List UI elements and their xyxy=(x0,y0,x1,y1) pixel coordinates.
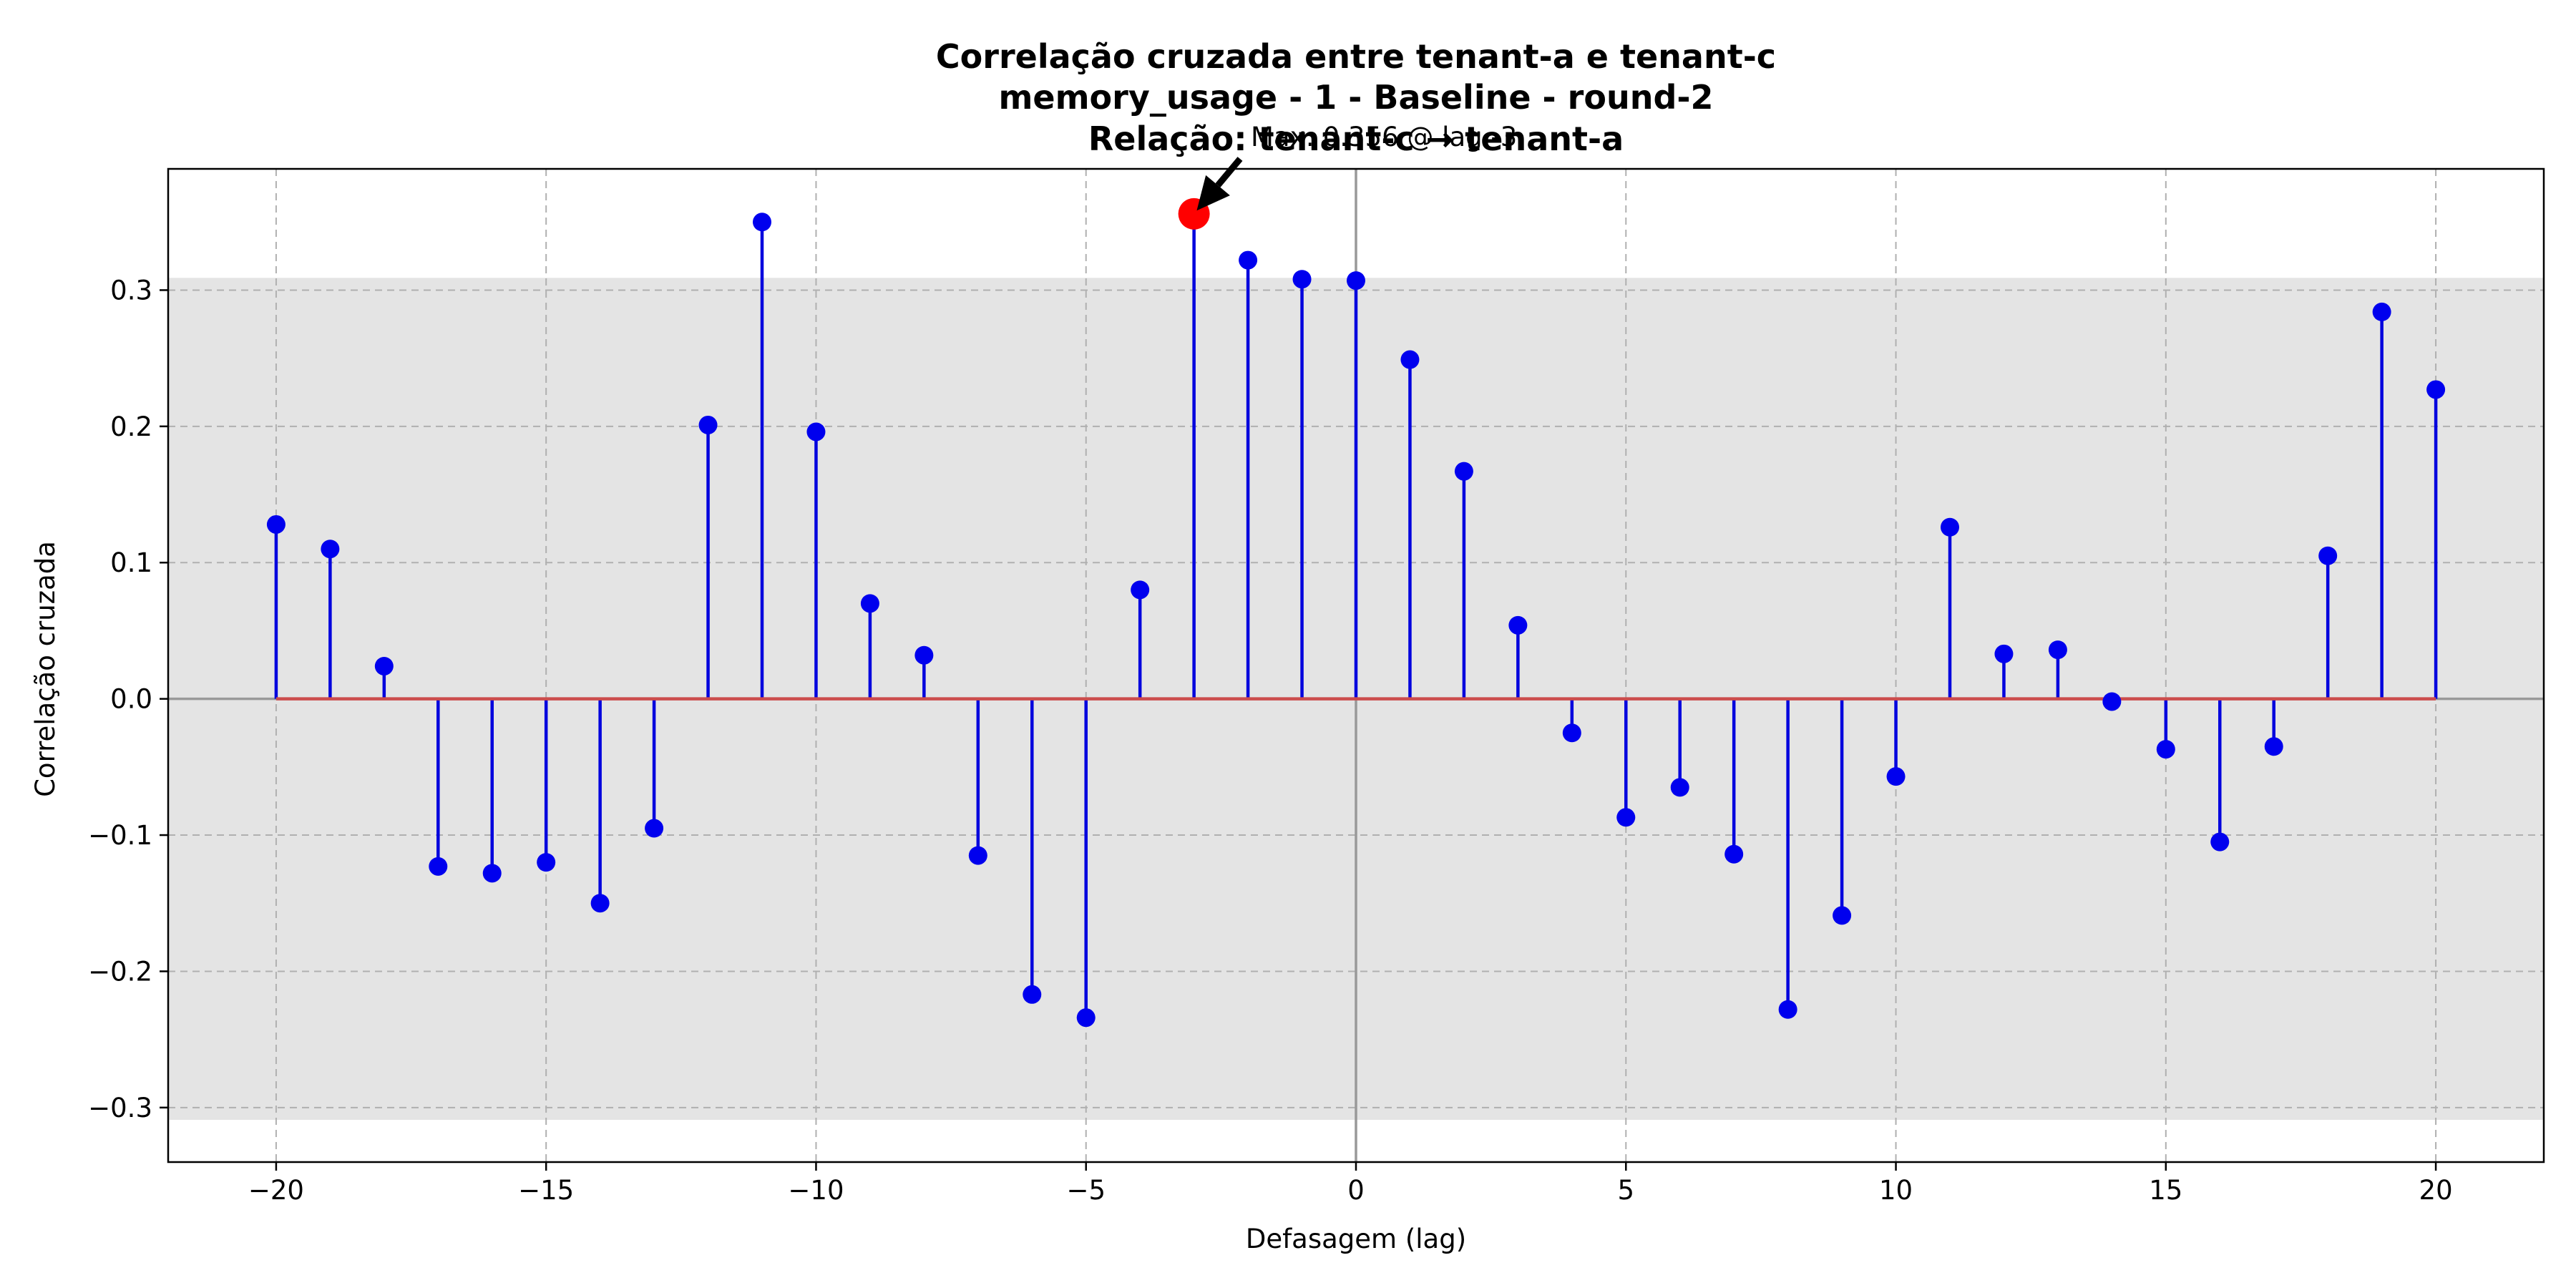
data-point xyxy=(1778,1000,1797,1019)
data-point xyxy=(482,864,502,883)
x-axis-label: Defasagem (lag) xyxy=(1246,1224,1466,1254)
data-point xyxy=(1616,808,1636,827)
data-point xyxy=(1292,270,1312,289)
data-point xyxy=(374,656,394,675)
data-point xyxy=(1833,906,1852,925)
data-point xyxy=(968,846,987,865)
data-point xyxy=(429,857,448,876)
y-tick-label: 0.0 xyxy=(110,684,152,715)
data-point xyxy=(1131,580,1150,600)
annotation-arrow-head xyxy=(1196,175,1230,211)
x-tick-label: 20 xyxy=(2419,1175,2453,1206)
data-point xyxy=(860,594,879,613)
data-point xyxy=(1508,615,1528,635)
data-point xyxy=(1994,644,2014,663)
x-axis-ticks: −20 −15 −10 −5 0 5 10 15 20 xyxy=(248,1162,2453,1206)
data-point xyxy=(2102,692,2122,711)
data-point xyxy=(2318,546,2338,565)
y-axis-label: Correlação cruzada xyxy=(30,541,61,797)
x-tick-label: 0 xyxy=(1347,1175,1365,1206)
annotation-arrow xyxy=(1196,157,1243,211)
data-point xyxy=(1023,985,1042,1004)
data-point xyxy=(590,894,610,913)
y-axis-ticks: −0.3 −0.2 −0.1 0.0 0.1 0.2 0.3 xyxy=(88,275,168,1123)
x-tick-label: −10 xyxy=(788,1175,844,1206)
data-point xyxy=(2156,740,2175,759)
chart-title-line-1: Correlação cruzada entre tenant-a e tena… xyxy=(936,37,1776,76)
max-annotation-label: Max: 0.356 @ lag -3 xyxy=(1251,122,1517,152)
data-point xyxy=(2048,640,2067,660)
y-tick-label: −0.3 xyxy=(88,1093,152,1123)
data-point xyxy=(2264,737,2283,756)
x-tick-label: 5 xyxy=(1617,1175,1634,1206)
data-point xyxy=(1670,778,1689,797)
x-tick-label: 15 xyxy=(2149,1175,2182,1206)
data-point xyxy=(2372,302,2391,321)
chart-title-line-2: memory_usage - 1 - Baseline - round-2 xyxy=(999,78,1714,117)
chart-title-line-3: Relação: tenant-c → tenant-a xyxy=(1088,119,1624,158)
x-tick-label: −15 xyxy=(518,1175,574,1206)
data-point xyxy=(806,422,826,441)
x-tick-label: −20 xyxy=(248,1175,304,1206)
stem-lines xyxy=(274,213,2438,1018)
y-tick-label: −0.1 xyxy=(88,820,152,851)
stem-markers xyxy=(266,204,2446,1028)
data-point xyxy=(914,645,934,665)
data-point xyxy=(753,213,771,232)
data-point xyxy=(266,514,286,534)
data-point xyxy=(698,415,718,434)
data-point xyxy=(1941,517,1959,537)
x-tick-label: −5 xyxy=(1066,1175,1106,1206)
data-point xyxy=(321,540,340,559)
data-point xyxy=(1239,250,1258,270)
data-point xyxy=(645,819,664,838)
y-tick-label: 0.3 xyxy=(110,275,152,306)
data-point xyxy=(1400,350,1420,369)
y-tick-label: 0.2 xyxy=(110,411,152,442)
data-point xyxy=(1347,271,1365,291)
data-point xyxy=(1724,844,1744,864)
data-point xyxy=(537,853,556,872)
y-tick-label: 0.1 xyxy=(110,547,152,578)
data-point xyxy=(1886,767,1906,786)
data-point xyxy=(2210,832,2230,852)
data-point xyxy=(1076,1008,1096,1028)
x-tick-label: 10 xyxy=(1879,1175,1913,1206)
y-tick-label: −0.2 xyxy=(88,956,152,987)
annotation-arrow-shaft xyxy=(1215,157,1243,187)
data-point xyxy=(2426,380,2446,399)
data-point xyxy=(1454,462,1473,481)
data-point xyxy=(1562,723,1581,743)
